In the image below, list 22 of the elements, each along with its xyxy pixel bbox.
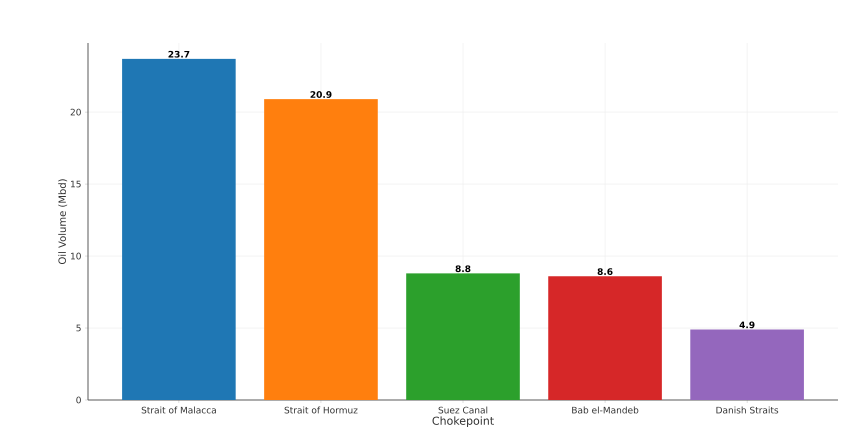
data-label: 8.8	[456, 265, 470, 272]
y-tick-label: 10	[71, 252, 81, 260]
y-tick-label: 20	[70, 108, 81, 116]
x-tick-label: Bab el-Mandeb	[572, 406, 638, 414]
x-tick-label: Danish Straits	[716, 406, 778, 414]
x-tick-label: Strait of Malacca	[142, 406, 216, 414]
y-tick-label: 15	[71, 180, 81, 188]
data-label: 23.7	[168, 50, 190, 58]
y-tick-label: 0	[76, 396, 81, 404]
x-tick-label: Suez Canal	[438, 406, 488, 414]
bar	[264, 99, 378, 400]
y-tick-label: 5	[76, 324, 81, 332]
bar	[122, 58, 236, 400]
data-label: 4.9	[740, 321, 755, 328]
x-axis-title: Chokepoint	[432, 416, 494, 428]
bar	[690, 329, 804, 400]
y-axis-title: Oil Volume (Mbd)	[58, 179, 68, 264]
data-label: 20.9	[310, 91, 332, 98]
bar	[406, 273, 520, 400]
data-label: 8.6	[598, 268, 613, 275]
bar	[548, 276, 662, 400]
x-tick-label: Strait of Hormuz	[284, 406, 358, 414]
